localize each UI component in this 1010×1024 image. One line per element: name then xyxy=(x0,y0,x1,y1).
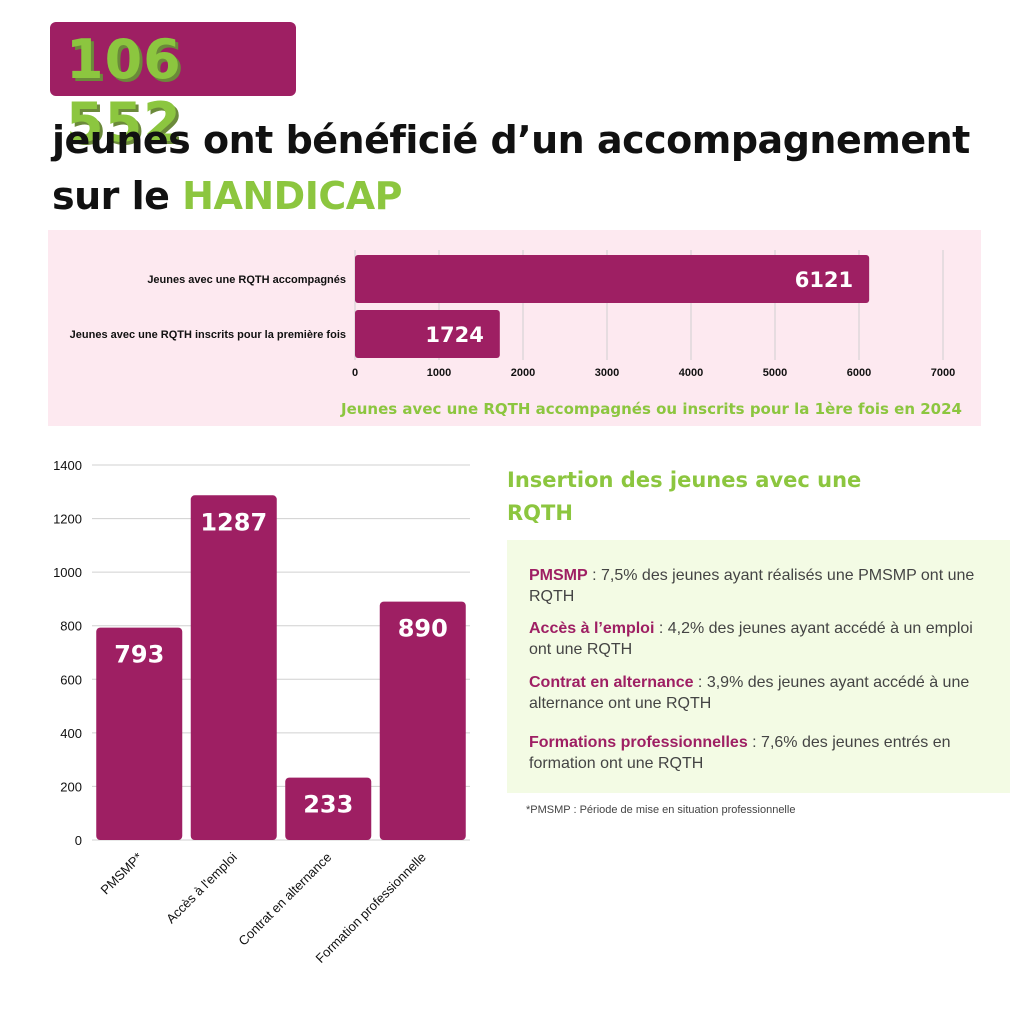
bar xyxy=(96,627,183,840)
total-badge: 106 552 xyxy=(50,22,296,154)
insertion-item: Formations professionnelles : 7,6% des j… xyxy=(529,732,989,774)
y-tick-label: 1000 xyxy=(53,565,82,580)
category-label: Contrat en alternance xyxy=(235,850,334,949)
y-tick-label: 400 xyxy=(60,726,82,741)
insertion-item: PMSMP : 7,5% des jeunes ayant réalisés u… xyxy=(529,565,989,607)
bar xyxy=(355,310,500,358)
chart-subtitle: Jeunes avec une RQTH accompagnés ou insc… xyxy=(340,400,962,418)
x-tick-label: 2000 xyxy=(511,367,535,379)
data-label: 1287 xyxy=(200,508,267,536)
insertion-item-label: PMSMP xyxy=(529,567,588,584)
bar xyxy=(190,495,277,840)
insertion-item-label: Formations professionnelles xyxy=(529,734,748,751)
insertion-title: Insertion des jeunes avec une RQTH xyxy=(507,468,862,525)
x-tick-label: 3000 xyxy=(595,367,619,379)
x-tick-label: 7000 xyxy=(931,367,955,379)
category-label: PMSMP* xyxy=(97,850,145,898)
bar xyxy=(379,601,466,840)
insertion-item: Accès à l’emploi : 4,2% des jeunes ayant… xyxy=(529,618,989,660)
x-tick-label: 0 xyxy=(352,367,358,379)
vertical-bar-chart: 0 200 400 600 800 1000 1200 1400 793 PMSMP* 1287 Ac… xyxy=(53,458,470,966)
data-label: 793 xyxy=(114,641,164,669)
y-tick-label: 0 xyxy=(75,833,82,848)
footnote: *PMSMP : Période de mise en situation pr… xyxy=(526,804,796,816)
category-label: Jeunes avec une RQTH inscrits pour la pr… xyxy=(70,329,346,341)
x-tick-label: 1000 xyxy=(427,367,451,379)
insertion-item-text: : 7,6% des jeunes entrés en formation on… xyxy=(529,734,951,772)
x-tick-label: 4000 xyxy=(679,367,703,379)
category-label: Formation professionnelle xyxy=(312,850,428,966)
headline-highlight: HANDICAP xyxy=(182,174,403,218)
bar xyxy=(285,777,372,840)
y-tick-label: 1400 xyxy=(53,458,82,473)
data-label: 890 xyxy=(398,615,448,643)
insertion-panel xyxy=(507,540,1010,793)
insertion-item-text: : 4,2% des jeunes ayant accédé à un empl… xyxy=(529,620,973,658)
data-label: 1724 xyxy=(425,323,483,347)
y-tick-label: 600 xyxy=(60,672,82,687)
x-tick-label: 5000 xyxy=(763,367,787,379)
category-label: Accès à l'emploi xyxy=(163,849,240,926)
insertion-item-text: : 3,9% des jeunes ayant accédé à une alt… xyxy=(529,674,970,712)
y-tick-label: 1200 xyxy=(53,512,82,527)
insertion-item: Contrat en alternance : 3,9% des jeunes … xyxy=(529,672,989,714)
insertion-item-text: : 7,5% des jeunes ayant réalisés une PMS… xyxy=(529,567,975,605)
insertion-item-label: Accès à l’emploi xyxy=(529,620,655,637)
data-label: 6121 xyxy=(795,268,853,292)
y-tick-label: 200 xyxy=(60,779,82,794)
headline-text: jeunes ont bénéficié d’un accompagnement… xyxy=(52,118,970,218)
insertion-item-label: Contrat en alternance xyxy=(529,674,694,691)
y-tick-label: 800 xyxy=(60,619,82,634)
total-number: 106 552 xyxy=(66,28,182,154)
bar xyxy=(355,255,870,303)
x-tick-label: 6000 xyxy=(847,367,871,379)
data-label: 233 xyxy=(303,791,353,819)
horizontal-bar-chart: 0 1000 2000 3000 4000 5000 6000 7000 Jeunes avec… xyxy=(70,250,962,418)
headline: jeunes ont bénéficié d’un accompagnement… xyxy=(52,112,1002,224)
category-label: Jeunes avec une RQTH accompagnés xyxy=(147,274,346,286)
